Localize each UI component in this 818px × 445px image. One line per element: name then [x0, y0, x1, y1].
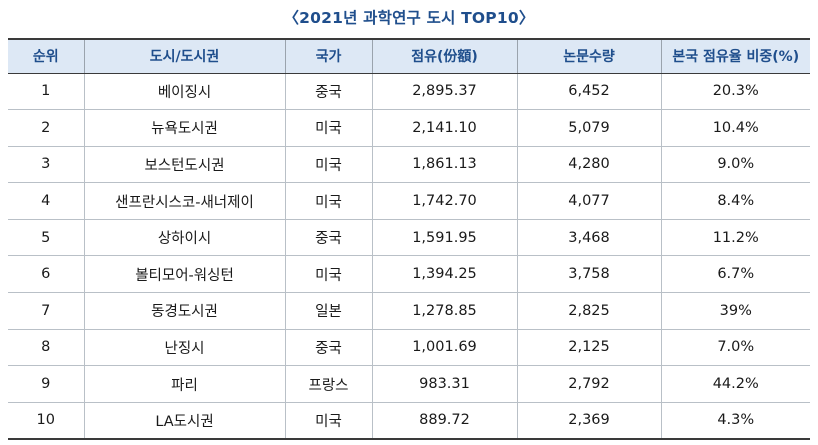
cell-domestic-share-ratio: 4.3%	[660, 402, 810, 440]
cell-share: 2,895.37	[371, 73, 518, 111]
table-header: 순위 도시/도시권 국가 점유(份額) 논문수량 본국 점유율 비중(%)	[8, 38, 810, 74]
cell-country: 미국	[284, 402, 373, 440]
cell-domestic-share-ratio: 10.4%	[660, 109, 810, 147]
cell-country: 중국	[284, 73, 373, 111]
header-domestic-share-ratio: 본국 점유율 비중(%)	[660, 38, 810, 74]
cell-country: 중국	[284, 329, 373, 367]
cell-country: 중국	[284, 219, 373, 257]
table-title: 〈2021년 과학연구 도시 TOP10〉	[283, 9, 535, 27]
cell-paper-count: 2,369	[516, 402, 662, 440]
cell-paper-count: 5,079	[516, 109, 662, 147]
cell-paper-count: 4,280	[516, 146, 662, 184]
table-row: 1 베이징시 중국 2,895.37 6,452 20.3%	[8, 73, 810, 111]
cell-share: 1,742.70	[371, 182, 518, 220]
table-row: 8 난징시 중국 1,001.69 2,125 7.0%	[8, 329, 810, 367]
cell-paper-count: 3,758	[516, 255, 662, 294]
cell-domestic-share-ratio: 39%	[660, 292, 810, 330]
cell-country: 프랑스	[284, 365, 373, 403]
cell-share: 1,861.13	[371, 146, 518, 184]
cell-domestic-share-ratio: 20.3%	[660, 73, 810, 111]
table-row: 9 파리 프랑스 983.31 2,792 44.2%	[8, 365, 810, 403]
cell-paper-count: 2,792	[516, 365, 662, 403]
cell-share: 1,394.25	[371, 255, 518, 294]
cell-rank: 8	[8, 329, 85, 367]
cell-city: 상하이시	[83, 219, 286, 257]
cell-domestic-share-ratio: 11.2%	[660, 219, 810, 257]
cell-country: 미국	[284, 109, 373, 147]
cell-rank: 6	[8, 255, 85, 294]
table-row: 7 동경도시권 일본 1,278.85 2,825 39%	[8, 292, 810, 330]
cell-paper-count: 4,077	[516, 182, 662, 220]
cell-share: 1,591.95	[371, 219, 518, 257]
cell-city: 난징시	[83, 329, 286, 367]
header-country: 국가	[284, 38, 373, 74]
cell-domestic-share-ratio: 7.0%	[660, 329, 810, 367]
cell-rank: 2	[8, 109, 85, 147]
cell-share: 1,278.85	[371, 292, 518, 330]
cell-country: 일본	[284, 292, 373, 330]
cell-city: 샌프란시스코-새너제이	[83, 182, 286, 220]
cell-rank: 3	[8, 146, 85, 184]
table-row: 5 상하이시 중국 1,591.95 3,468 11.2%	[8, 219, 810, 257]
cell-rank: 7	[8, 292, 85, 330]
table-body: 1 베이징시 중국 2,895.37 6,452 20.3% 2 뉴욕도시권 미…	[8, 73, 810, 440]
cell-share: 1,001.69	[371, 329, 518, 367]
cell-city: 베이징시	[83, 73, 286, 111]
table-row: 3 보스턴도시권 미국 1,861.13 4,280 9.0%	[8, 146, 810, 184]
cell-domestic-share-ratio: 44.2%	[660, 365, 810, 403]
cell-city: 뉴욕도시권	[83, 109, 286, 147]
header-paper-count: 논문수량	[516, 38, 662, 74]
cell-rank: 5	[8, 219, 85, 257]
cell-share: 889.72	[371, 402, 518, 440]
cell-city: 파리	[83, 365, 286, 403]
cell-domestic-share-ratio: 8.4%	[660, 182, 810, 220]
cell-domestic-share-ratio: 6.7%	[660, 255, 810, 294]
cell-rank: 9	[8, 365, 85, 403]
cell-rank: 4	[8, 182, 85, 220]
header-city: 도시/도시권	[83, 38, 286, 74]
cell-country: 미국	[284, 182, 373, 220]
cell-share: 983.31	[371, 365, 518, 403]
header-share: 점유(份額)	[371, 38, 518, 74]
cell-domestic-share-ratio: 9.0%	[660, 146, 810, 184]
table-row: 6 볼티모어-워싱턴 미국 1,394.25 3,758 6.7%	[8, 255, 810, 294]
city-ranking-table: 순위 도시/도시권 국가 점유(份額) 논문수량 본국 점유율 비중(%) 1 …	[8, 38, 810, 440]
cell-city: 보스턴도시권	[83, 146, 286, 184]
header-row: 순위 도시/도시권 국가 점유(份額) 논문수량 본국 점유율 비중(%)	[8, 38, 810, 74]
cell-rank: 10	[8, 402, 85, 440]
cell-paper-count: 2,125	[516, 329, 662, 367]
table-row: 10 LA도시권 미국 889.72 2,369 4.3%	[8, 402, 810, 440]
cell-paper-count: 2,825	[516, 292, 662, 330]
header-rank: 순위	[8, 38, 85, 74]
table-row: 2 뉴욕도시권 미국 2,141.10 5,079 10.4%	[8, 109, 810, 147]
cell-country: 미국	[284, 146, 373, 184]
cell-city: 동경도시권	[83, 292, 286, 330]
cell-rank: 1	[8, 73, 85, 111]
cell-city: 볼티모어-워싱턴	[83, 255, 286, 294]
cell-share: 2,141.10	[371, 109, 518, 147]
table-row: 4 샌프란시스코-새너제이 미국 1,742.70 4,077 8.4%	[8, 182, 810, 220]
cell-country: 미국	[284, 255, 373, 294]
cell-paper-count: 6,452	[516, 73, 662, 111]
cell-paper-count: 3,468	[516, 219, 662, 257]
cell-city: LA도시권	[83, 402, 286, 440]
